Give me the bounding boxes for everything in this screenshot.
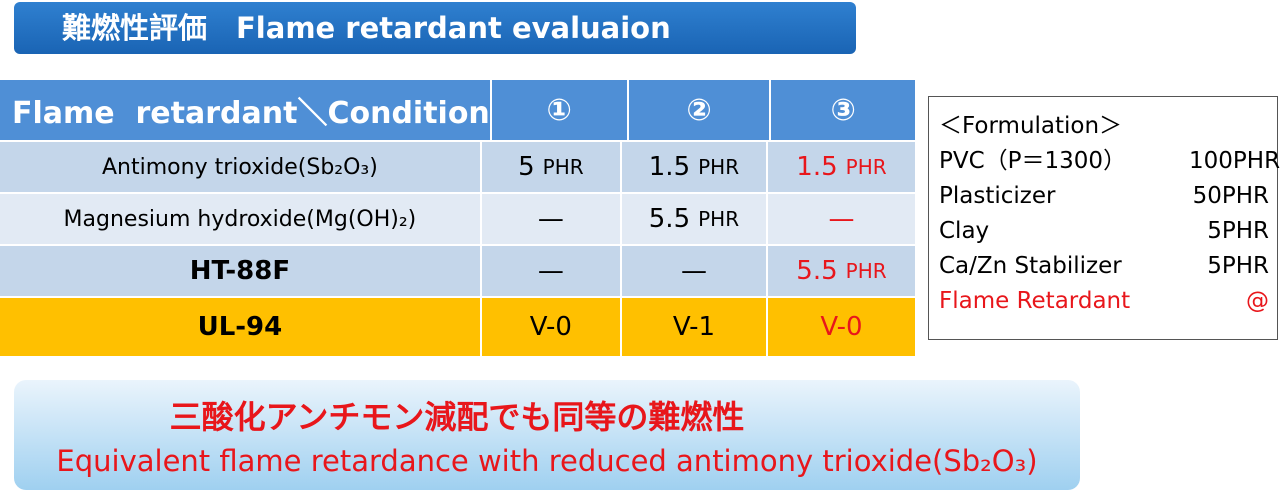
formulation-line: Flame Retardant @ [939,284,1277,319]
unit: PHR [698,207,740,231]
row-label-cell: Antimony trioxide(Sb₂O₃) [0,142,482,192]
value-cell: V-0 [768,298,915,356]
ingredient: Clay [939,218,990,244]
row-label: Antimony trioxide(Sb₂O₃) [102,154,378,180]
value-cell: — [482,246,622,296]
amount: — [537,256,564,286]
unit: PHR [698,155,740,179]
unit: PHR [845,259,887,283]
value-cell: 5.5 PHR [768,246,915,296]
ingredient: PVC（P＝1300） [939,148,1127,174]
ingredient-amount: 100PHR [1189,148,1280,174]
unit: PHR [542,155,584,179]
row-label-cell: Magnesium hydroxide(Mg(OH)₂) [0,194,482,244]
amount: V-0 [529,312,572,342]
row-label: HT-88F [189,256,291,286]
unit: PHR [845,155,887,179]
header-row: Flame retardant＼Condition ① ② ③ [0,80,915,142]
table-row: Magnesium hydroxide(Mg(OH)₂) — 5.5 PHR — [0,194,915,246]
amount: — [680,256,707,286]
value-cell: 1.5 PHR [768,142,915,192]
table-row: Antimony trioxide(Sb₂O₃) 5 PHR 1.5 PHR 1.5 PHR [0,142,915,194]
header-cell: ② [629,80,772,140]
evaluation-table: Flame retardant＼Condition ① ② ③ Antimony tri… [0,80,915,356]
value-cell: V-0 [482,298,622,356]
formulation-line: Ca/Zn Stabilizer 5PHR [939,249,1277,284]
amount: 5.5 [648,204,691,234]
amount: — [828,204,855,234]
table-row: UL-94 V-0 V-1 V-0 [0,298,915,356]
row-label-cell: HT-88F [0,246,482,296]
amount: 5.5 [796,256,838,286]
amount: 1.5 [796,152,838,182]
amount: 5 [518,152,535,182]
header-cell: ③ [830,92,856,128]
formulation-heading: ＜Formulation＞ [939,113,1123,139]
ingredient: Plasticizer [939,183,1056,209]
value-cell: — [622,246,768,296]
value-cell: — [482,194,622,244]
formulation-line: PVC（P＝1300） 100PHR [939,144,1280,179]
row-label: Magnesium hydroxide(Mg(OH)₂) [63,206,417,232]
value-cell: — [768,194,915,244]
value-cell: V-1 [622,298,768,356]
formulation-box: ＜Formulation＞ PVC（P＝1300） 100PHR Plasticiz… [928,96,1280,340]
row-label-cell: UL-94 [0,298,482,356]
amount: — [537,204,564,234]
title-banner: 難燃性評価 Flame retardant evaluaion [14,2,856,54]
ingredient: Flame Retardant [939,288,1131,314]
conclusion-box: 三酸化アンチモン減配でも同等の難燃性 Equivalent flame reta… [14,380,1080,490]
value-cell: 1.5 PHR [622,142,768,192]
ingredient-amount: 5PHR [1207,253,1269,279]
amount: V-1 [672,312,716,342]
header-cell: Flame retardant＼Condition [0,80,492,140]
header-cell: ① [492,80,629,140]
conclusion-english: Equivalent flame retardance with reduced… [56,444,1038,478]
value-cell: 5 PHR [482,142,622,192]
row-label: UL-94 [197,312,283,342]
amount: V-0 [820,312,863,342]
ingredient-amount: @ [1246,288,1269,314]
ingredient-amount: 5PHR [1207,218,1269,244]
conclusion-japanese: 三酸化アンチモン減配でも同等の難燃性 [169,398,745,436]
formulation-line: Clay 5PHR [939,214,1277,249]
value-cell: 5.5 PHR [622,194,768,244]
ingredient-amount: 50PHR [1192,183,1269,209]
table-row: HT-88F — — 5.5 PHR [0,246,915,298]
amount: 1.5 [648,152,691,182]
formulation-line: Plasticizer 50PHR [939,179,1277,214]
ingredient: Ca/Zn Stabilizer [939,253,1122,279]
